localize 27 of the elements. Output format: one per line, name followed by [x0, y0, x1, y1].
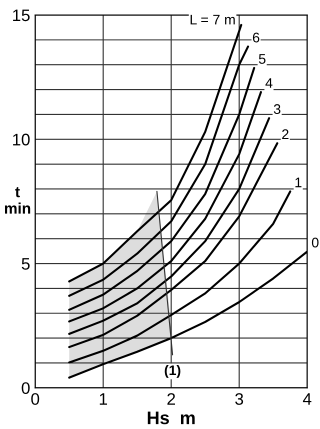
x-tick-label: 1 [100, 393, 108, 405]
series-label: 3 [274, 104, 280, 114]
series-label: 4 [265, 78, 272, 88]
y-tick-label: 5 [22, 258, 30, 270]
y-tick-label: 10 [13, 134, 30, 146]
x-tick-label: 4 [302, 393, 312, 405]
annotation: (1) [164, 364, 180, 378]
y-tick-label: 15 [13, 10, 30, 22]
line-series [68, 190, 292, 364]
x-axis-title: Hs m [148, 412, 195, 424]
line-series [68, 46, 250, 297]
line-series [68, 24, 242, 282]
series-label: 5 [258, 54, 266, 64]
series-label: 2 [282, 129, 288, 139]
line-series [68, 117, 270, 335]
line-series [68, 142, 278, 348]
series-label: L = 7 m [190, 14, 235, 24]
series-label: 1 [295, 178, 302, 188]
line-series [68, 91, 262, 322]
x-tick-label: 2 [167, 393, 175, 405]
y-tick-label: 0 [22, 382, 30, 394]
x-tick-label: 3 [235, 393, 244, 405]
line-series [68, 66, 256, 311]
x-tick-label: 0 [31, 393, 40, 405]
y-axis-title: t min [4, 187, 30, 214]
series-label: 0 [312, 238, 319, 248]
series-label: 6 [252, 32, 260, 42]
